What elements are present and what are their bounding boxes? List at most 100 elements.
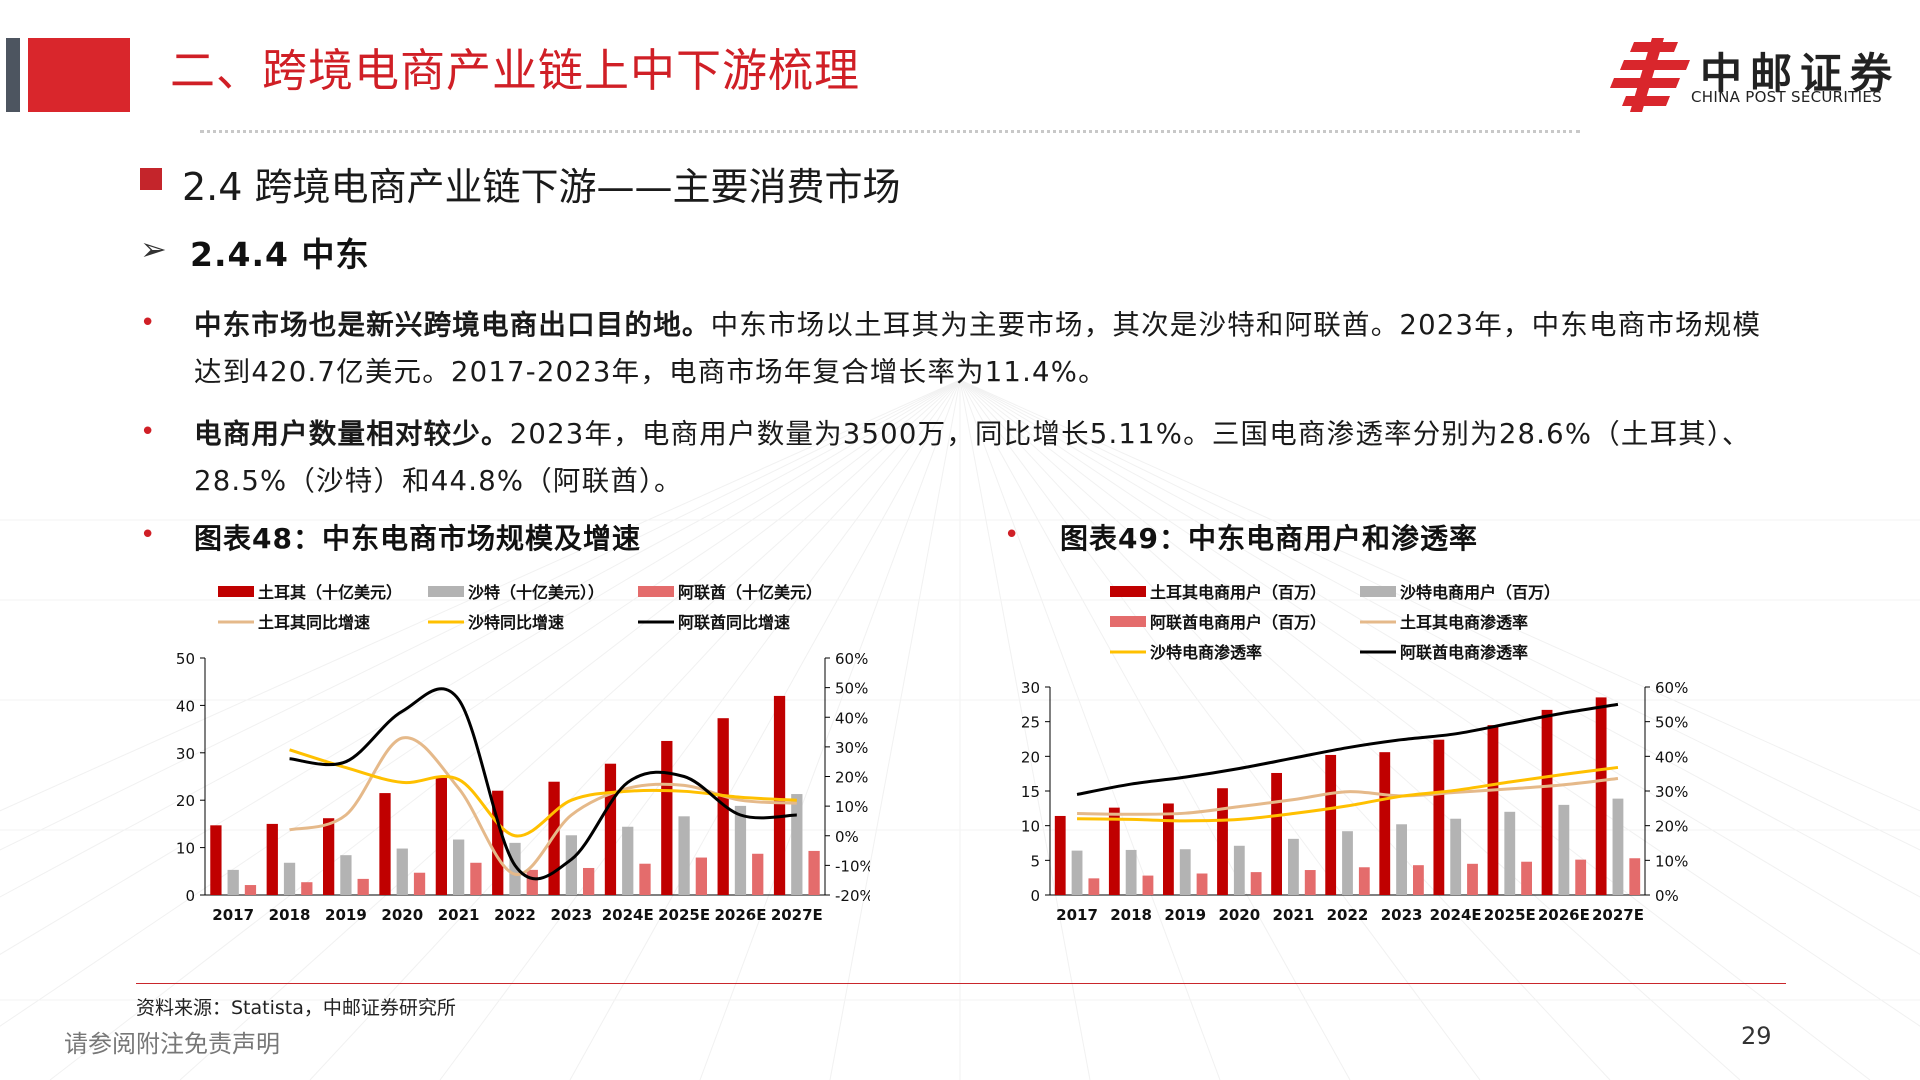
legend-swatch (428, 586, 464, 597)
bar (639, 863, 651, 895)
bar (1521, 861, 1532, 895)
y-tick-label: 30 (1021, 679, 1040, 697)
bar (435, 776, 447, 895)
grid-line (959, 379, 1920, 851)
logo-text-en: CHINA POST SECURITIES (1691, 88, 1882, 106)
arrow-icon: ➢ (140, 230, 167, 268)
paragraph-1-lead: 中东市场也是新兴跨境电商出口目的地。 (194, 309, 711, 341)
bar (1142, 875, 1154, 895)
grid-line (439, 379, 961, 1080)
bar (1271, 772, 1282, 895)
x-tick-label: 2026E (1538, 906, 1590, 924)
y-tick-label: 15 (1021, 783, 1040, 801)
header-accent-red (28, 38, 130, 112)
x-tick-label: 2023 (550, 906, 592, 924)
y-tick-label: 10 (176, 840, 195, 858)
bar (1196, 873, 1208, 895)
legend-label: 土耳其同比增速 (258, 613, 370, 632)
y-tick-label: 5 (1030, 852, 1040, 870)
y-tick-label: 40 (176, 697, 195, 715)
paragraph-2: 电商用户数量相对较少。2023年，电商用户数量为3500万，同比增长5.11%。… (194, 411, 1774, 505)
legend-label: 阿联酋电商渗透率 (1400, 643, 1528, 662)
disclaimer-link[interactable]: 请参阅附注免责声明 (64, 1030, 280, 1058)
legend-label: 沙特电商用户（百万） (1400, 583, 1560, 602)
grid-line (959, 379, 1741, 1080)
x-tick-label: 2020 (381, 906, 423, 924)
x-tick-label: 2025E (1484, 906, 1536, 924)
grid-line (959, 379, 1871, 1080)
x-tick-label: 2018 (269, 906, 311, 924)
grid-line (959, 379, 1351, 1080)
bar (526, 869, 538, 895)
bullet-icon: • (1004, 520, 1020, 550)
bar (227, 869, 239, 895)
x-tick-label: 2022 (1327, 906, 1369, 924)
x-tick-label: 2025E (658, 906, 710, 924)
grid-line (0, 379, 961, 1027)
bar (1433, 739, 1445, 895)
bar (1179, 849, 1191, 895)
y2-tick-label: 0% (1655, 887, 1679, 905)
x-tick-label: 2019 (325, 906, 367, 924)
page-number: 29 (1741, 1022, 1772, 1050)
bar (1217, 788, 1228, 895)
header-accent-gray (6, 38, 20, 112)
grid-line (0, 379, 961, 955)
bar (622, 826, 634, 895)
bar (413, 872, 426, 895)
legend-swatch (1110, 616, 1146, 627)
y-tick-label: 50 (176, 650, 195, 668)
y-tick-label: 20 (1021, 748, 1040, 766)
bar (1396, 824, 1407, 895)
bar (396, 848, 408, 895)
y-tick-label: 30 (176, 745, 195, 763)
y2-tick-label: 30% (1655, 783, 1688, 801)
y2-tick-label: 40% (835, 709, 868, 727)
y2-tick-label: -20% (835, 887, 870, 905)
grid-line (959, 379, 1221, 1080)
legend-label: 土耳其电商渗透率 (1400, 613, 1528, 632)
bar (773, 695, 786, 895)
china-post-logo-icon (1610, 38, 1690, 112)
x-tick-label: 2026E (714, 906, 766, 924)
grid-line (959, 379, 1920, 898)
bullet-icon: • (140, 417, 156, 447)
y2-tick-label: 10% (1655, 852, 1688, 870)
section-title: 2.4 跨境电商产业链下游——主要消费市场 (182, 165, 901, 209)
bar (695, 857, 707, 895)
bar (1233, 845, 1245, 895)
x-tick-label: 2021 (1273, 906, 1315, 924)
bar (1054, 815, 1066, 895)
bar (509, 842, 521, 895)
bar (1487, 725, 1499, 895)
y2-tick-label: -10% (835, 857, 870, 875)
bar (1504, 811, 1516, 895)
y2-tick-label: 60% (835, 650, 868, 668)
y2-tick-label: 30% (835, 739, 868, 757)
x-tick-label: 2024E (1430, 906, 1482, 924)
y2-tick-label: 40% (1655, 748, 1688, 766)
legend-label: 沙特（十亿美元）） (468, 583, 604, 602)
bar (283, 862, 296, 895)
bar (1088, 878, 1100, 895)
logo-text-cn: 中邮证券 (1700, 49, 1901, 98)
y-tick-label: 0 (185, 887, 195, 905)
grid-line (829, 379, 961, 1080)
x-tick-label: 2027E (771, 906, 823, 924)
y2-tick-label: 50% (1655, 714, 1688, 732)
x-tick-label: 2022 (494, 906, 536, 924)
bar (1342, 831, 1353, 895)
bar (604, 763, 617, 895)
bar (1325, 754, 1337, 895)
bar (340, 855, 352, 895)
bar (1629, 858, 1641, 895)
bar (244, 885, 257, 895)
bar (1379, 752, 1391, 895)
bar (1108, 807, 1120, 895)
legend-label: 阿联酋同比增速 (678, 613, 790, 632)
grid-line (49, 379, 961, 1080)
grid-line (959, 379, 1481, 1080)
y2-tick-label: 50% (835, 680, 868, 698)
grid-line (179, 379, 961, 1080)
